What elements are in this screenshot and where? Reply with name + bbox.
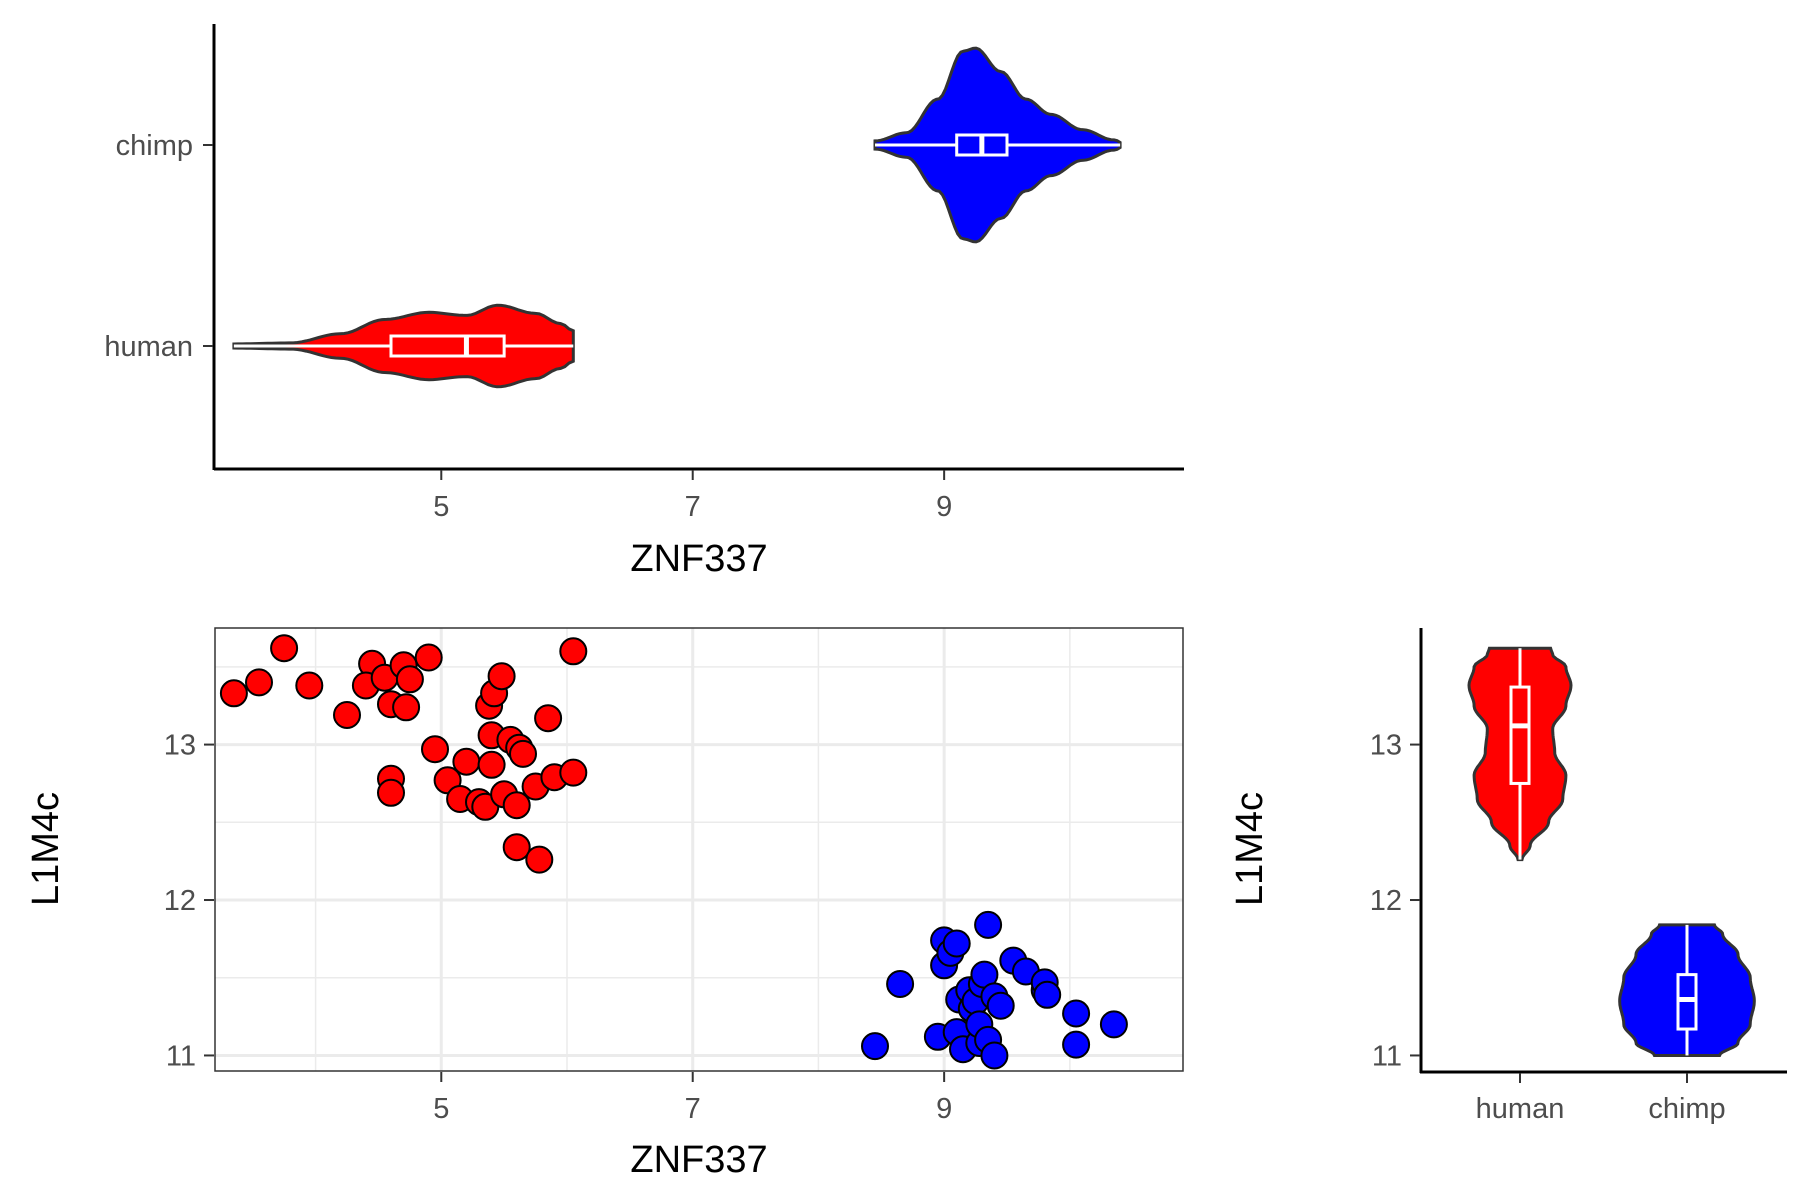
y-tick-label: human [104,331,193,363]
point-chimp [861,1032,889,1061]
x-tick-label: 7 [685,491,701,523]
top-x-axis-title: ZNF337 [630,538,767,580]
y-tick-label: chimp [116,130,193,162]
box-human [389,334,506,358]
y-tick-label: 13 [1370,730,1402,762]
x-tick-label: 9 [936,491,952,523]
point-human [509,739,537,768]
side-violin-marks [1467,646,1756,1057]
point-human [477,750,506,779]
violin-human [232,303,575,389]
top-violin-panel: 5 7 9 human chimp ZNF337 [104,24,1184,580]
scatter-y-ticks: 11 12 13 [164,730,214,1072]
violin-body-human [1467,646,1573,862]
y-tick-label: 12 [1370,885,1402,917]
top-x-ticks: 5 7 9 [433,470,952,523]
x-tick-label: 9 [936,1093,952,1125]
series-chimp [861,910,1128,1070]
top-violin-marks [232,46,1122,389]
scatter-gridlines [215,628,1183,1071]
point-human [395,665,424,694]
point-human [502,791,531,820]
y-tick-label: 13 [164,730,196,762]
point-human [377,778,405,807]
x-tick-label: 5 [433,1093,449,1125]
point-chimp [980,1041,1009,1070]
point-human [502,833,531,862]
side-violin-panel: human chimp 11 12 13 L1M4c [1229,628,1787,1125]
x-tick-label: human [1476,1093,1565,1125]
point-human [421,735,449,764]
side-y-axis-title: L1M4c [1229,792,1271,906]
point-chimp [1062,1030,1091,1059]
point-human [525,845,554,874]
scatter-x-axis-title: ZNF337 [630,1139,767,1181]
violin-human [1467,646,1573,862]
point-human [295,671,324,700]
box-human [1509,685,1531,785]
x-tick-label: chimp [1648,1093,1725,1125]
top-y-ticks: human chimp [104,130,213,363]
side-y-ticks: 11 12 13 [1370,730,1420,1072]
point-human [452,747,481,776]
violin-body-chimp [1618,923,1756,1057]
point-human [559,637,588,666]
series-human [219,634,588,874]
violin-body-human [232,303,575,389]
x-tick-label: 7 [685,1093,701,1125]
scatter-background [215,628,1183,1071]
scatter-x-ticks: 5 7 9 [433,1072,952,1125]
y-tick-label: 11 [1372,1040,1402,1072]
scatter-panel: 5 7 9 11 12 13 ZNF337 L1M4c [25,627,1184,1181]
violin-body-chimp [873,46,1122,244]
point-human [534,704,563,733]
point-human [219,679,248,708]
point-chimp [986,991,1015,1020]
y-tick-label: 11 [166,1040,196,1072]
point-chimp [1062,999,1091,1028]
violin-chimp [1618,923,1756,1057]
y-tick-label: 12 [164,885,196,917]
point-human [245,668,273,697]
x-tick-label: 5 [433,491,449,523]
point-human [559,758,588,787]
point-human [270,634,299,663]
side-x-ticks: human chimp [1476,1073,1726,1125]
point-human [487,662,516,691]
point-chimp [974,910,1003,939]
scatter-points [219,634,1128,1070]
point-chimp [886,970,915,998]
point-chimp [942,929,971,958]
point-chimp [1099,1010,1128,1039]
point-human [392,693,421,722]
point-human [414,643,443,672]
point-chimp [1033,980,1062,1009]
scatter-border [214,627,1184,1072]
scatter-y-axis-title: L1M4c [25,792,67,906]
point-human [333,701,361,729]
violin-chimp [873,46,1122,244]
